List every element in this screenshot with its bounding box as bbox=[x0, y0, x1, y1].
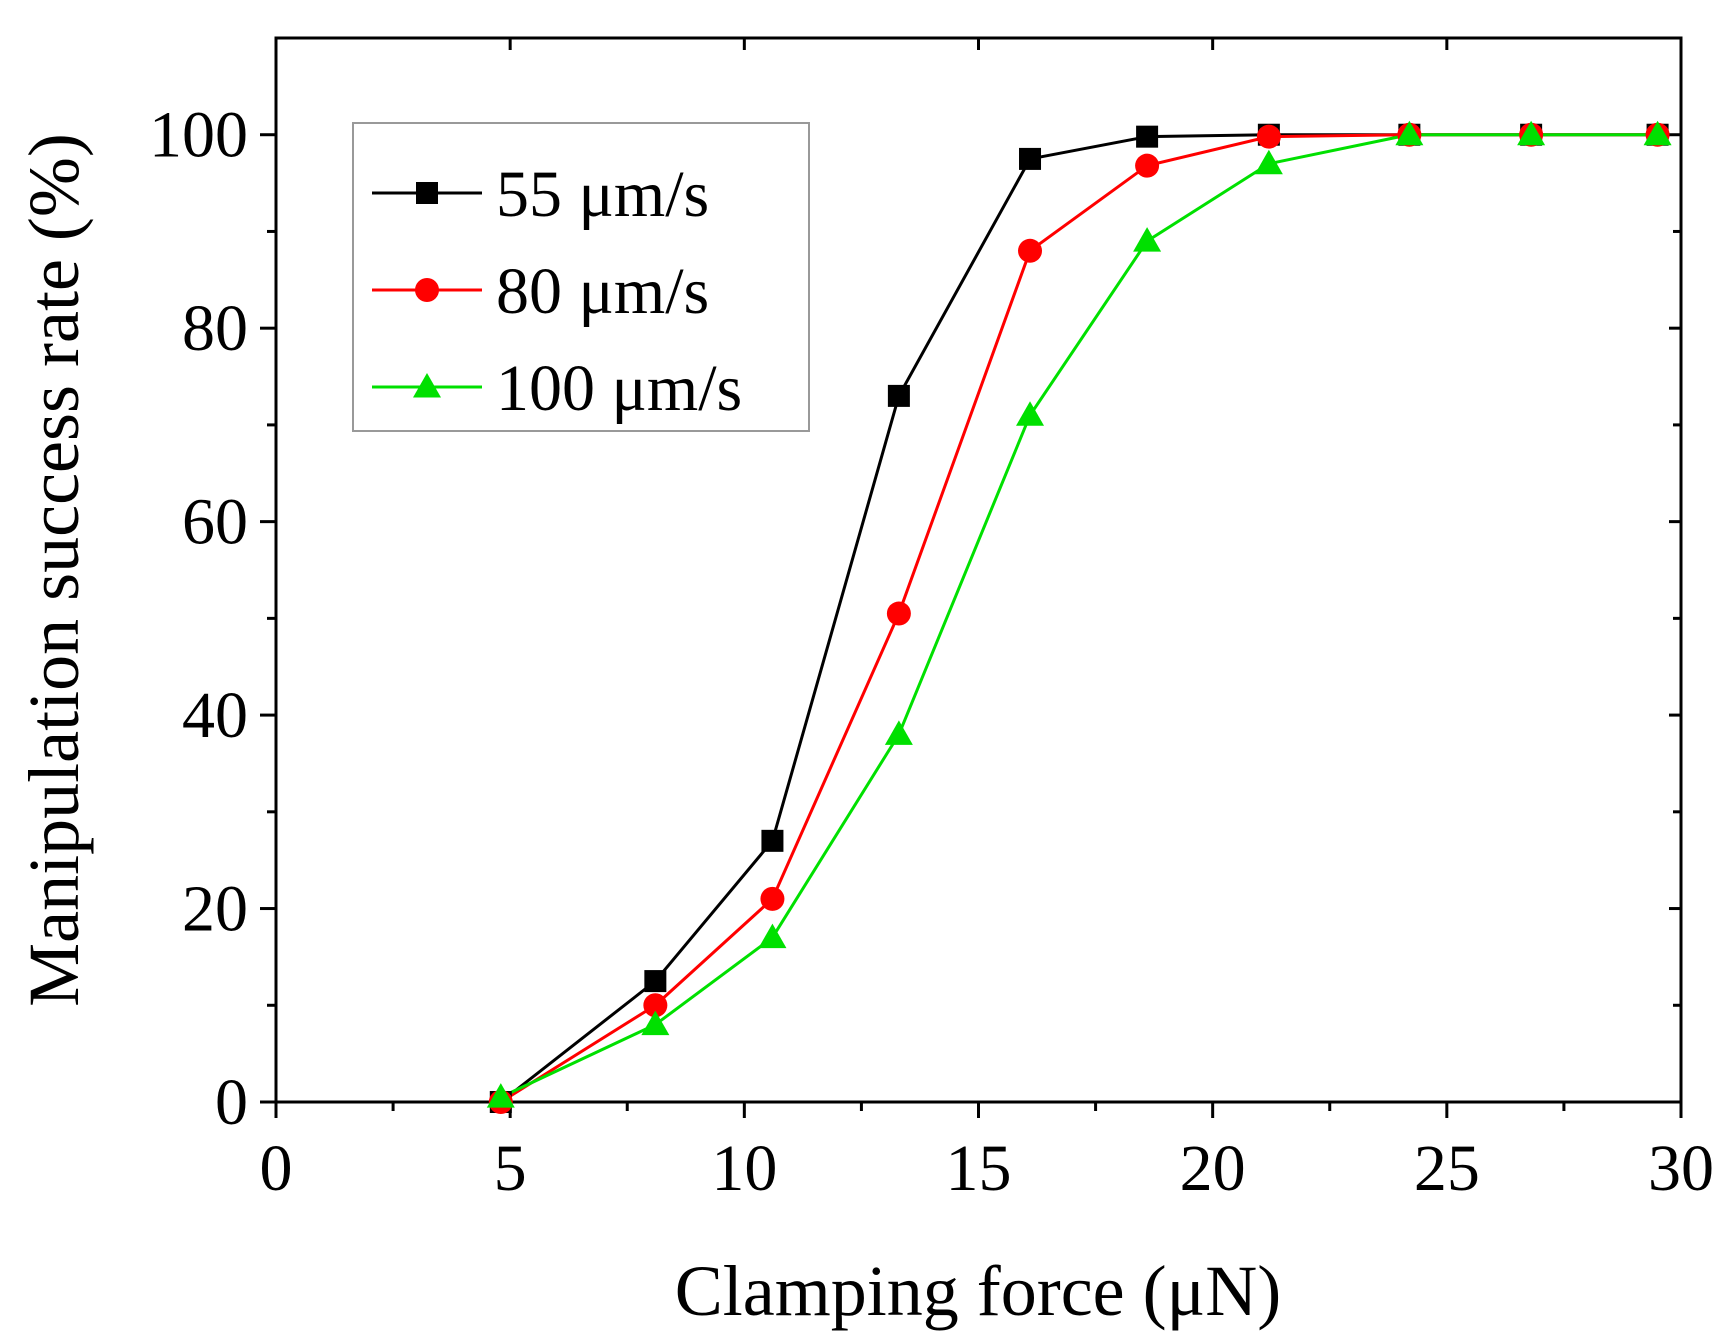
series-markers bbox=[486, 120, 1672, 1114]
x-axis-title: Clamping force (μN) bbox=[675, 1251, 1281, 1331]
axis-tick-labels: 0 5 10 15 20 25 30 0 20 40 60 80 100 bbox=[149, 99, 1714, 1205]
y-tick-label: 40 bbox=[182, 679, 248, 752]
x-tick-label: 15 bbox=[946, 1132, 1012, 1205]
data-point-series-3 bbox=[1254, 149, 1283, 175]
data-point-series-1 bbox=[887, 384, 910, 407]
data-point-series-3 bbox=[1016, 401, 1045, 426]
data-point-series-3 bbox=[758, 923, 787, 949]
legend-marker bbox=[415, 278, 439, 302]
data-point-series-2 bbox=[1256, 124, 1281, 149]
y-axis-title: Manipulation success rate (%) bbox=[14, 133, 94, 1007]
axis-ticks bbox=[260, 38, 1683, 1118]
data-point-series-3 bbox=[641, 1010, 670, 1036]
data-point-series-2 bbox=[1135, 153, 1160, 178]
legend-marker bbox=[416, 182, 438, 204]
x-tick-label: 30 bbox=[1648, 1132, 1714, 1205]
data-point-series-1 bbox=[1136, 125, 1159, 148]
data-point-series-3 bbox=[884, 720, 913, 745]
y-tick-label: 80 bbox=[182, 292, 248, 365]
data-point-series-2 bbox=[760, 886, 785, 911]
legend-label: 80 μm/s bbox=[496, 255, 709, 328]
series-line-3 bbox=[500, 133, 1658, 1099]
series-lines bbox=[499, 133, 1658, 1104]
data-point-series-2 bbox=[1018, 238, 1043, 263]
y-tick-label: 20 bbox=[182, 873, 248, 946]
data-point-series-3 bbox=[1517, 120, 1546, 146]
data-point-series-3 bbox=[1133, 227, 1162, 252]
data-point-series-3 bbox=[1395, 120, 1424, 146]
legend-label: 100 μm/s bbox=[496, 352, 742, 425]
data-point-series-1 bbox=[1019, 147, 1042, 170]
x-tick-label: 10 bbox=[711, 1132, 777, 1205]
data-point-series-2 bbox=[886, 601, 911, 626]
x-tick-label: 0 bbox=[260, 1132, 293, 1205]
legend: 55 μm/s 80 μm/s 100 μm/s bbox=[352, 122, 810, 432]
x-tick-label: 25 bbox=[1414, 1132, 1480, 1205]
legend-marker bbox=[413, 373, 441, 398]
x-tick-label: 20 bbox=[1180, 1132, 1246, 1205]
data-point-series-1 bbox=[761, 829, 784, 852]
data-point-series-3 bbox=[1643, 120, 1672, 146]
legend-label: 55 μm/s bbox=[496, 158, 709, 231]
x-tick-label: 5 bbox=[494, 1132, 527, 1205]
y-tick-label: 100 bbox=[149, 99, 248, 172]
y-tick-label: 60 bbox=[182, 486, 248, 559]
data-point-series-1 bbox=[644, 970, 667, 993]
y-tick-label: 0 bbox=[215, 1066, 248, 1139]
data-point-series-2 bbox=[643, 993, 668, 1018]
data-point-series-3 bbox=[486, 1083, 515, 1108]
